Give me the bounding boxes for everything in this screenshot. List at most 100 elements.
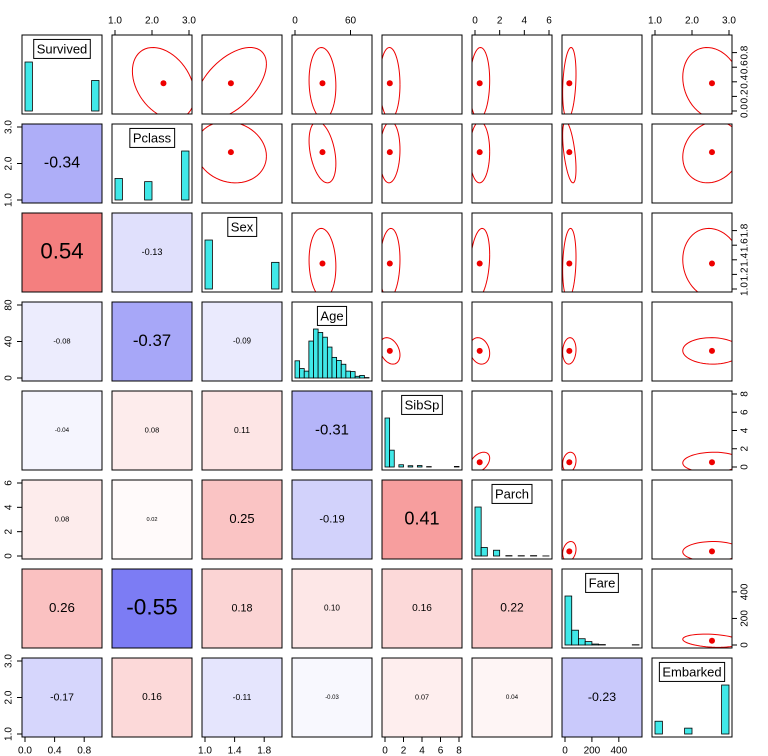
x-tick-label: 2.0 [685, 16, 699, 27]
hist-bar [359, 375, 365, 379]
mean-point [566, 548, 573, 555]
hist-bar [24, 61, 33, 112]
panel-frame [471, 568, 553, 649]
panel-frame [381, 34, 463, 115]
panel-frame [111, 212, 193, 293]
correlation-cell [22, 658, 102, 737]
hist-bar [591, 643, 600, 646]
panel-frame [201, 568, 283, 649]
label-box [658, 661, 726, 682]
correlation-cell [292, 391, 372, 470]
correlation-label: 0.16 [142, 692, 162, 703]
mean-point [386, 260, 393, 267]
correlation-label: 0.10 [324, 604, 340, 613]
panel-frame [471, 123, 553, 204]
correlation-ellipse [382, 337, 401, 365]
correlation-ellipse [682, 47, 732, 114]
y-tick-label: 40 [4, 336, 15, 348]
panel-frame [561, 479, 643, 560]
hist-bar [303, 370, 310, 379]
correlation-ellipse [562, 124, 577, 184]
panel-frame [111, 479, 193, 560]
y-tick-label: 0 [4, 553, 15, 559]
panel-frame [561, 34, 643, 115]
hist-bar [336, 359, 342, 379]
mean-point [476, 80, 483, 87]
correlation-cell [202, 480, 282, 559]
hist-bar [384, 417, 391, 468]
hist-bar [308, 340, 314, 379]
y-tick-label: 0.2 [740, 89, 751, 103]
hist-bar [345, 370, 351, 379]
correlation-cell [382, 480, 462, 559]
correlation-label: -0.13 [142, 247, 163, 257]
panel-frame [651, 301, 733, 382]
y-tick-label: 3.0 [4, 120, 15, 134]
x-tick-label: 0.8 [77, 746, 91, 756]
panel-frame [561, 301, 643, 382]
correlation-ellipse [682, 451, 732, 470]
x-tick-label: 4 [419, 746, 425, 756]
y-tick-label: 4 [740, 427, 751, 433]
panel-frame [201, 657, 283, 738]
variable-label: SibSp [405, 397, 440, 412]
x-tick-label: 0 [562, 746, 568, 756]
hist-bar [398, 464, 404, 468]
x-tick-label: 60 [345, 16, 357, 27]
panel-frame [291, 34, 373, 115]
panel-frame [651, 212, 733, 293]
panel-frame [21, 34, 103, 115]
y-tick-label: 1.4 [740, 252, 751, 266]
y-tick-label: 0.8 [740, 45, 751, 59]
correlation-ellipse [308, 227, 337, 292]
panel-frame [471, 212, 553, 293]
correlation-cell [22, 213, 102, 292]
y-tick-label: 6 [740, 409, 751, 415]
correlation-ellipse [682, 227, 732, 292]
correlation-ellipse [562, 227, 577, 292]
hist-bar [578, 638, 586, 646]
panel-frame [111, 390, 193, 471]
panel-frame [21, 568, 103, 649]
hist-bar [584, 641, 593, 646]
correlation-ellipse [682, 541, 732, 559]
correlation-cell [382, 569, 462, 648]
correlation-ellipse [562, 47, 577, 114]
panel-frame [111, 123, 193, 204]
mean-point [566, 459, 573, 466]
panel-frame [291, 657, 373, 738]
y-tick-label: 2 [4, 528, 15, 534]
panel-frame [291, 123, 373, 204]
mean-point [708, 548, 715, 555]
label-box [585, 572, 619, 593]
y-tick-label: 1.0 [4, 727, 15, 741]
panel-frame [111, 34, 193, 115]
variable-label: Sex [231, 219, 254, 234]
mean-point [319, 80, 326, 87]
x-tick-label: 0 [472, 16, 478, 27]
correlation-ellipse [682, 124, 732, 184]
x-tick-label: 1.8 [257, 746, 271, 756]
correlation-cell [202, 302, 282, 381]
correlation-cell [22, 302, 102, 381]
mean-point [566, 80, 573, 87]
hist-bar [474, 506, 482, 557]
correlation-label: 0.54 [40, 238, 83, 263]
panel-frame [561, 123, 643, 204]
mean-point [476, 459, 483, 466]
mean-point [386, 149, 393, 156]
panel-frame [381, 568, 463, 649]
panel-frame [651, 34, 733, 115]
y-tick-label: 8 [740, 391, 751, 397]
panel-frame [471, 390, 553, 471]
correlation-ellipse [562, 451, 577, 470]
x-tick-label: 200 [584, 746, 601, 756]
correlation-ellipse [682, 337, 732, 365]
hist-bar [204, 239, 213, 290]
panel-frame [21, 657, 103, 738]
correlation-ellipse [308, 46, 337, 114]
correlation-cell [112, 391, 192, 470]
correlation-ellipse [472, 227, 491, 292]
correlation-ellipse [472, 46, 491, 114]
